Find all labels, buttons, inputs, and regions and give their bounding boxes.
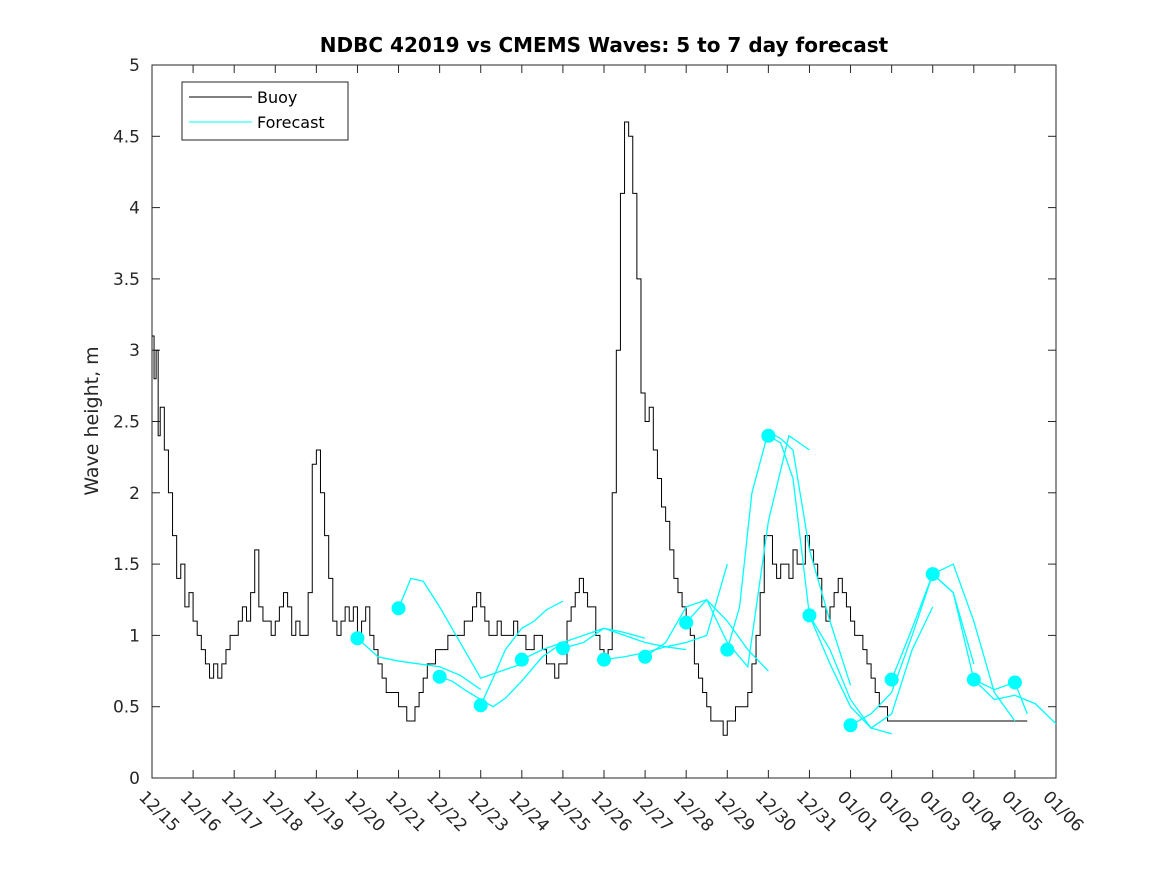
x-tick-label-20: 01/04 (956, 787, 1005, 836)
forecast-marker-15 (966, 672, 981, 687)
x-tick-label-6: 12/21 (381, 787, 430, 836)
plot-area (151, 64, 1057, 779)
x-tick-label-1: 12/16 (176, 787, 225, 836)
y-axis: 0 0.5 1 1.5 2 2.5 3 3.5 4 4.5 5 (113, 56, 1056, 789)
forecast-marker-11 (802, 608, 817, 623)
forecast-marker-12 (843, 718, 858, 733)
y-tick-label-10: 5 (129, 56, 140, 76)
forecast-segment-9 (726, 430, 852, 686)
y-tick-label-1: 0.5 (113, 698, 140, 718)
forecast-marker-5 (555, 641, 570, 656)
forecast-segment-3 (480, 600, 564, 706)
forecast-marker-3 (473, 698, 488, 713)
x-tick-label-22: 01/06 (1038, 787, 1087, 836)
x-tick-label-7: 12/22 (422, 787, 471, 836)
forecast-marker-14 (925, 567, 940, 582)
x-tick-label-8: 12/23 (463, 787, 512, 836)
forecast-marker-0 (350, 631, 365, 646)
forecast-segment-15 (973, 679, 1028, 715)
y-tick-label-8: 4 (129, 199, 140, 219)
forecast-marker-13 (884, 672, 899, 687)
x-tick-label-21: 01/05 (997, 787, 1046, 836)
x-tick-label-17: 01/01 (833, 787, 882, 836)
x-tick-label-13: 12/28 (669, 787, 718, 836)
forecast-segment-11 (808, 606, 934, 729)
forecast-marker-7 (638, 649, 653, 664)
x-tick-label-15: 12/30 (751, 787, 800, 836)
forecast-segment-10 (768, 435, 892, 735)
forecast-segment-1 (397, 577, 523, 679)
x-tick-label-2: 12/17 (217, 787, 266, 836)
series-group (152, 121, 1057, 736)
legend-buoy-label: Buoy (257, 88, 297, 107)
y-axis-label: Wave height, m (81, 346, 103, 495)
forecast-segment-6 (603, 563, 728, 661)
chart-title: NDBC 42019 vs CMEMS Waves: 5 to 7 day fo… (320, 33, 889, 57)
x-tick-label-10: 12/25 (545, 787, 594, 836)
forecast-marker-1 (391, 601, 406, 616)
forecast-segment-14 (932, 573, 1057, 725)
y-tick-label-9: 4.5 (113, 127, 140, 147)
buoy-series-line (152, 121, 1028, 736)
x-tick-label-11: 12/26 (586, 787, 635, 836)
forecast-segment-8 (685, 434, 810, 669)
x-tick-label-14: 12/29 (710, 787, 759, 836)
legend-forecast-label: Forecast (257, 113, 325, 132)
forecast-marker-16 (1007, 675, 1022, 690)
forecast-segment-4 (521, 627, 646, 661)
y-tick-label-2: 1 (129, 626, 140, 646)
y-tick-label-5: 2.5 (113, 413, 140, 433)
x-tick-label-3: 12/18 (258, 787, 307, 836)
y-tick-label-7: 3.5 (113, 270, 140, 290)
forecast-segment-13 (891, 563, 1016, 722)
x-tick-label-5: 12/20 (340, 787, 389, 836)
y-tick-label-6: 3 (129, 341, 140, 361)
x-tick-label-19: 01/03 (915, 787, 964, 836)
x-tick-label-18: 01/02 (874, 787, 923, 836)
x-tick-label-0: 12/15 (134, 787, 183, 836)
forecast-marker-9 (720, 642, 735, 657)
forecast-segment-2 (439, 641, 564, 708)
forecast-marker-6 (597, 652, 611, 667)
x-tick-label-12: 12/27 (628, 787, 677, 836)
y-tick-label-4: 2 (129, 484, 140, 504)
forecast-segment-0 (357, 637, 482, 691)
legend-box (181, 81, 349, 141)
y-tick-label-3: 1.5 (113, 555, 140, 575)
forecast-marker-10 (761, 428, 776, 443)
forecast-marker-2 (432, 669, 447, 684)
legend: Buoy Forecast (181, 81, 349, 141)
forecast-marker-8 (679, 615, 694, 630)
x-tick-label-9: 12/24 (504, 787, 553, 836)
x-tick-label-4: 12/19 (299, 787, 348, 836)
y-tick-label-0: 0 (129, 769, 140, 789)
x-tick-label-16: 12/31 (792, 787, 841, 836)
forecast-marker-4 (514, 652, 529, 667)
